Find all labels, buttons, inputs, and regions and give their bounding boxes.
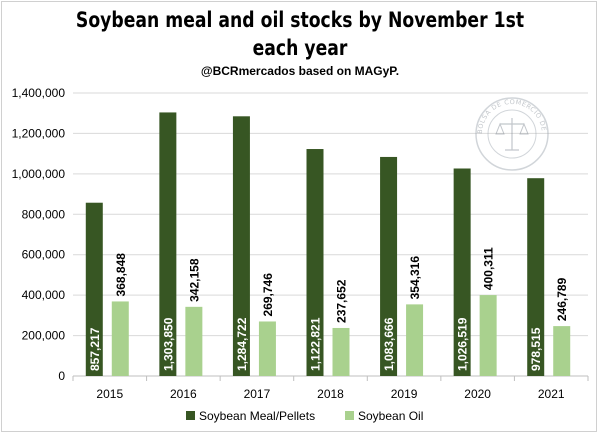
- watermark-seal: BOLSA DE COMERCIO DE ROSARIO: [0, 0, 549, 171]
- x-tick-label: 2015: [96, 387, 123, 401]
- y-tick-label: 1,400,000: [12, 86, 66, 100]
- data-label-oil: 269,746: [261, 273, 275, 317]
- y-tick-label: 1,000,000: [12, 167, 66, 181]
- legend-swatch: [186, 411, 195, 420]
- bar-soybean-oil: [111, 301, 129, 376]
- x-tick-label: 2021: [538, 387, 565, 401]
- bar-soybean-meal: [527, 178, 545, 376]
- gridlines: [73, 92, 588, 377]
- bar-soybean-meal: [380, 156, 398, 376]
- x-tick-label: 2020: [464, 387, 491, 401]
- x-tick-label: 2019: [391, 387, 418, 401]
- data-label-oil: 354,316: [408, 256, 422, 300]
- data-labels: 857,217 368,848 1,303,850 342,158 1,284,722 2…: [88, 247, 569, 371]
- legend-label: Soybean Oil: [358, 409, 423, 423]
- bar-soybean-oil: [332, 327, 350, 376]
- bar-soybean-meal: [85, 202, 103, 376]
- x-tick-label: 2017: [244, 387, 271, 401]
- chart-subtitle: @BCRmercados based on MAGyP.: [200, 64, 400, 78]
- data-label-oil: 342,158: [187, 258, 201, 302]
- y-tick-label: 600,000: [22, 248, 66, 262]
- x-tick-label: 2018: [317, 387, 344, 401]
- bar-soybean-oil: [406, 304, 424, 376]
- data-label-meal: 978,515: [529, 327, 543, 371]
- legend-item-soybean-meal: Soybean Meal/Pellets: [186, 409, 315, 423]
- data-label-oil: 368,848: [114, 253, 128, 297]
- legend-swatch: [345, 411, 354, 420]
- chart-title: Soybean meal and oil stocks by November …: [75, 8, 525, 60]
- y-tick-label: 1,200,000: [12, 126, 66, 140]
- bar-soybean-meal: [306, 149, 324, 376]
- y-tick-label: 200,000: [22, 329, 66, 343]
- bar-soybean-oil: [258, 321, 276, 376]
- data-label-meal: 1,284,722: [235, 317, 249, 371]
- legend-label: Soybean Meal/Pellets: [199, 409, 315, 423]
- y-tick-label: 800,000: [22, 207, 66, 221]
- y-tick-label: 0: [58, 369, 65, 383]
- data-label-oil: 237,652: [335, 279, 349, 323]
- x-tick-label: 2016: [170, 387, 197, 401]
- bar-soybean-meal: [159, 112, 177, 376]
- y-axis: 0 200,000 400,000 600,000 800,000 1,000,000 1,…: [12, 86, 66, 383]
- data-label-meal: 857,217: [88, 327, 102, 371]
- bars: [85, 112, 571, 377]
- bar-soybean-meal: [232, 116, 250, 377]
- legend-item-soybean-oil: Soybean Oil: [345, 409, 423, 423]
- bar-soybean-oil: [553, 326, 571, 376]
- data-label-meal: 1,083,666: [382, 317, 396, 371]
- svg-text:BOLSA DE COMERCIO DE ROSARIO: BOLSA DE COMERCIO DE ROSARIO: [0, 0, 548, 134]
- bar-soybean-meal: [453, 168, 471, 376]
- data-label-meal: 1,026,519: [456, 317, 470, 371]
- bar-soybean-oil: [185, 306, 203, 376]
- bar-soybean-oil: [479, 295, 497, 376]
- y-tick-label: 400,000: [22, 288, 66, 302]
- data-label-meal: 1,122,821: [309, 317, 323, 371]
- data-label-meal: 1,303,850: [161, 317, 175, 371]
- data-label-oil: 246,789: [555, 277, 569, 321]
- legend: Soybean Meal/Pellets Soybean Oil: [186, 409, 423, 423]
- x-axis: 2015 2016 2017 2018 2019 2020 2021: [72, 376, 589, 401]
- data-label-oil: 400,311: [482, 247, 496, 290]
